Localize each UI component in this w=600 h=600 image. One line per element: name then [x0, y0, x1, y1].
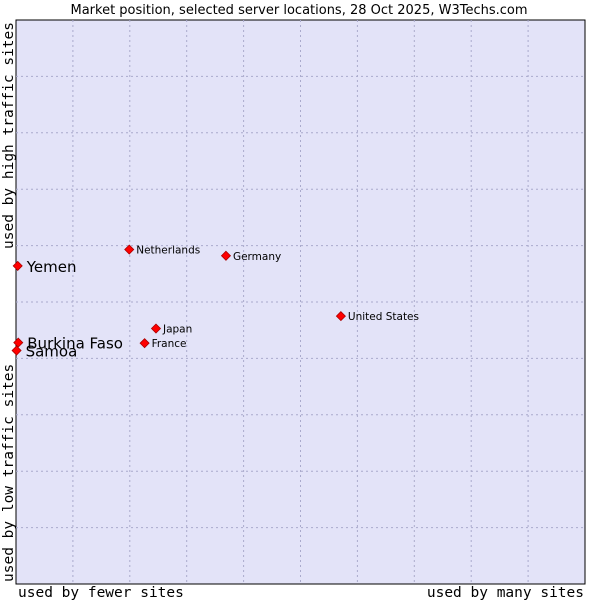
point-label-france: France: [152, 338, 187, 350]
point-marker-united-states: [335, 311, 346, 322]
point-label-united-states: United States: [348, 311, 419, 323]
point-marker-germany: [220, 250, 232, 261]
point-label-japan: Japan: [162, 324, 192, 336]
point-marker-burkina-faso: [13, 337, 24, 348]
point-marker-netherlands: [124, 244, 135, 255]
point-marker-samoa: [11, 345, 22, 356]
point-label-netherlands: Netherlands: [136, 245, 200, 257]
point-marker-france: [139, 338, 150, 349]
point-label-samoa: Samoa: [26, 343, 78, 361]
point-label-germany: Germany: [233, 251, 281, 263]
point-marker-japan: [150, 323, 162, 334]
point-label-yemen: Yemen: [26, 258, 77, 276]
chart-title: Market position, selected server locatio…: [70, 3, 527, 18]
x-axis-label-low: used by fewer sites: [18, 585, 184, 600]
y-axis-label-high: used by high traffic sites: [1, 22, 17, 249]
point-label-burkina-faso: Burkina Faso: [27, 335, 123, 353]
point-marker-yemen: [12, 260, 23, 271]
data-points: Netherlands Germany Yemen United States Japa…: [11, 244, 419, 361]
x-axis-label-high: used by many sites: [427, 585, 584, 600]
grid-lines: [16, 20, 585, 584]
y-axis-label-low: used by low traffic sites: [1, 364, 17, 582]
